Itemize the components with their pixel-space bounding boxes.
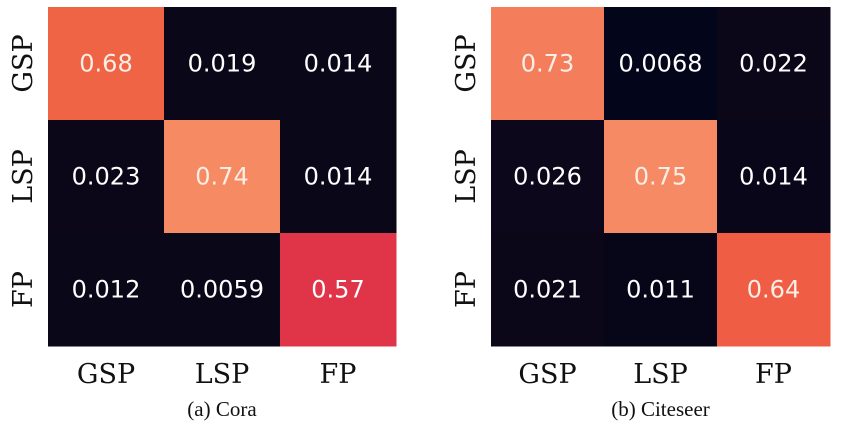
row-tick-label: FP xyxy=(451,271,482,308)
heatmap-cell xyxy=(164,233,281,347)
heatmap-cell xyxy=(491,7,605,121)
column-tick-label: FP xyxy=(320,359,357,390)
heatmap-cell xyxy=(717,233,831,347)
heatmap-cell xyxy=(280,120,397,234)
row-tick-label: GSP xyxy=(451,34,482,92)
row-tick-label: LSP xyxy=(451,149,482,204)
heatmap-cell xyxy=(604,7,718,121)
cell-value-label: 0.019 xyxy=(188,50,257,78)
cell-value-label: 0.022 xyxy=(739,50,808,78)
cell-value-label: 0.014 xyxy=(304,163,373,191)
heatmap-cell xyxy=(491,233,605,347)
cell-value-label: 0.64 xyxy=(747,276,800,304)
cell-value-label: 0.012 xyxy=(72,276,141,304)
cell-value-label: 0.014 xyxy=(304,50,373,78)
heatmap-cell xyxy=(491,120,605,234)
cell-value-label: 0.014 xyxy=(739,163,808,191)
cell-value-label: 0.026 xyxy=(513,163,582,191)
cell-value-label: 0.57 xyxy=(311,276,364,304)
subfigure-caption: (b) Citeseer xyxy=(611,397,710,421)
column-tick-label: GSP xyxy=(518,359,576,390)
heatmap-cell xyxy=(48,7,165,121)
cell-value-label: 0.0059 xyxy=(180,276,264,304)
cell-value-label: 0.68 xyxy=(79,50,132,78)
cell-value-label: 0.0068 xyxy=(619,50,703,78)
cell-value-label: 0.75 xyxy=(634,163,687,191)
cell-value-label: 0.011 xyxy=(626,276,695,304)
cell-value-label: 0.74 xyxy=(195,163,248,191)
column-tick-label: LSP xyxy=(195,359,250,390)
heatmap-cell xyxy=(604,233,718,347)
heatmap-cell xyxy=(604,120,718,234)
heatmap-cell xyxy=(48,120,165,234)
cell-value-label: 0.021 xyxy=(513,276,582,304)
cell-value-label: 0.023 xyxy=(72,163,141,191)
row-tick-label: LSP xyxy=(8,149,39,204)
heatmap-cell xyxy=(280,233,397,347)
heatmap-cell xyxy=(717,120,831,234)
heatmap-cell xyxy=(164,120,281,234)
heatmap-cell xyxy=(164,7,281,121)
heatmap-cell xyxy=(280,7,397,121)
column-tick-label: GSP xyxy=(77,359,135,390)
subfigure-caption: (a) Cora xyxy=(187,397,257,421)
row-tick-label: FP xyxy=(8,271,39,308)
column-tick-label: LSP xyxy=(633,359,688,390)
cell-value-label: 0.73 xyxy=(521,50,574,78)
column-tick-label: FP xyxy=(755,359,792,390)
heatmap-cell xyxy=(48,233,165,347)
row-tick-label: GSP xyxy=(8,34,39,92)
heatmap-cell xyxy=(717,7,831,121)
